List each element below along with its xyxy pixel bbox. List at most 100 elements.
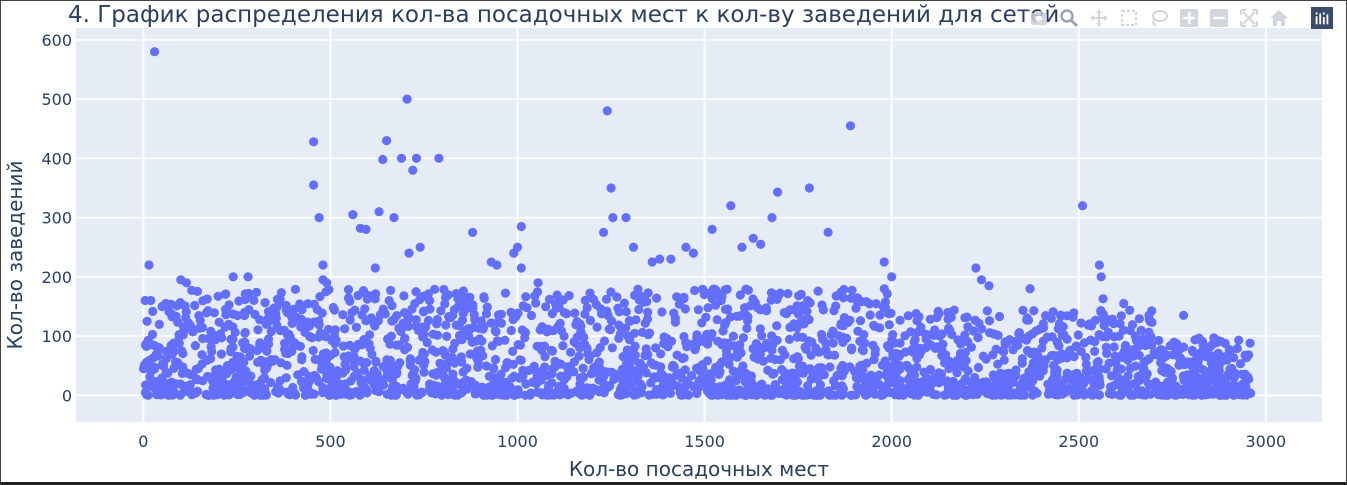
data-point[interactable]	[224, 319, 234, 329]
data-point[interactable]	[973, 332, 983, 342]
data-point[interactable]	[243, 272, 253, 282]
data-point[interactable]	[1179, 359, 1189, 370]
data-point[interactable]	[831, 291, 841, 301]
data-point[interactable]	[578, 363, 588, 373]
data-point[interactable]	[263, 334, 274, 344]
data-point[interactable]	[332, 371, 342, 381]
data-point[interactable]	[1167, 373, 1178, 383]
data-point[interactable]	[384, 296, 394, 306]
data-point[interactable]	[555, 294, 565, 304]
data-point[interactable]	[651, 343, 661, 353]
data-point[interactable]	[400, 345, 410, 355]
data-point[interactable]	[614, 307, 624, 317]
scatter-points[interactable]	[139, 47, 1256, 400]
data-point[interactable]	[316, 357, 326, 367]
data-point[interactable]	[767, 213, 777, 223]
data-point[interactable]	[323, 324, 334, 334]
data-point[interactable]	[1175, 353, 1185, 363]
data-point[interactable]	[1108, 389, 1118, 399]
data-point[interactable]	[448, 369, 458, 379]
data-point[interactable]	[361, 224, 371, 234]
data-point[interactable]	[1072, 368, 1082, 378]
data-point[interactable]	[240, 289, 250, 299]
data-point[interactable]	[501, 363, 511, 373]
data-point[interactable]	[1124, 345, 1134, 355]
data-point[interactable]	[592, 348, 602, 358]
data-point[interactable]	[605, 381, 615, 391]
data-point[interactable]	[414, 355, 424, 365]
data-point[interactable]	[958, 385, 969, 395]
data-point[interactable]	[274, 388, 284, 398]
data-point[interactable]	[190, 341, 200, 351]
data-point[interactable]	[516, 263, 526, 273]
data-point[interactable]	[882, 368, 892, 378]
data-point[interactable]	[695, 375, 706, 385]
data-point[interactable]	[907, 345, 917, 355]
data-point[interactable]	[461, 375, 471, 385]
data-point[interactable]	[1008, 345, 1018, 355]
data-point[interactable]	[153, 351, 163, 361]
data-point[interactable]	[756, 239, 766, 249]
data-point[interactable]	[495, 376, 506, 386]
data-point[interactable]	[309, 180, 319, 190]
data-point[interactable]	[728, 385, 738, 395]
data-point[interactable]	[1147, 306, 1157, 316]
data-point[interactable]	[772, 321, 782, 331]
data-point[interactable]	[775, 288, 785, 298]
data-point[interactable]	[492, 260, 502, 270]
data-point[interactable]	[989, 329, 999, 339]
data-point[interactable]	[251, 287, 262, 297]
data-point[interactable]	[728, 366, 738, 376]
data-point[interactable]	[594, 365, 604, 375]
data-point[interactable]	[1076, 318, 1086, 328]
data-point[interactable]	[150, 47, 160, 57]
data-point[interactable]	[1206, 358, 1216, 368]
data-point[interactable]	[777, 365, 787, 375]
data-point[interactable]	[934, 309, 944, 319]
data-point[interactable]	[222, 369, 232, 379]
data-point[interactable]	[793, 353, 803, 364]
data-point[interactable]	[667, 379, 677, 389]
autoscale-icon[interactable]	[1237, 6, 1261, 30]
data-point[interactable]	[1114, 331, 1124, 341]
data-point[interactable]	[1068, 312, 1078, 322]
data-point[interactable]	[206, 354, 216, 364]
data-point[interactable]	[1216, 336, 1226, 346]
data-point[interactable]	[343, 293, 354, 303]
data-point[interactable]	[144, 260, 154, 270]
data-point[interactable]	[1109, 381, 1119, 391]
data-point[interactable]	[838, 384, 849, 394]
data-point[interactable]	[472, 346, 482, 356]
data-point[interactable]	[1119, 298, 1129, 309]
data-point[interactable]	[959, 362, 970, 372]
data-point[interactable]	[1145, 389, 1155, 399]
data-point[interactable]	[783, 289, 793, 299]
data-point[interactable]	[1165, 341, 1175, 351]
data-point[interactable]	[360, 304, 370, 314]
data-point[interactable]	[642, 314, 653, 324]
data-point[interactable]	[721, 346, 732, 356]
data-point[interactable]	[919, 367, 929, 377]
data-point[interactable]	[364, 373, 374, 383]
data-point[interactable]	[1125, 305, 1135, 315]
data-point[interactable]	[970, 315, 980, 325]
data-point[interactable]	[154, 319, 164, 329]
data-point[interactable]	[566, 347, 576, 357]
data-point[interactable]	[1136, 339, 1146, 349]
data-point[interactable]	[451, 389, 462, 399]
data-point[interactable]	[1018, 305, 1028, 315]
data-point[interactable]	[432, 330, 443, 340]
data-point[interactable]	[213, 291, 223, 301]
data-point[interactable]	[758, 356, 768, 366]
data-point[interactable]	[282, 308, 293, 318]
data-point[interactable]	[949, 305, 959, 315]
data-point[interactable]	[605, 325, 616, 335]
data-point[interactable]	[181, 278, 191, 288]
data-point[interactable]	[288, 342, 298, 353]
data-point[interactable]	[281, 300, 291, 310]
data-point[interactable]	[909, 379, 919, 389]
data-point[interactable]	[641, 349, 651, 359]
data-point[interactable]	[572, 332, 582, 342]
data-point[interactable]	[290, 284, 300, 294]
data-point[interactable]	[1004, 380, 1014, 390]
